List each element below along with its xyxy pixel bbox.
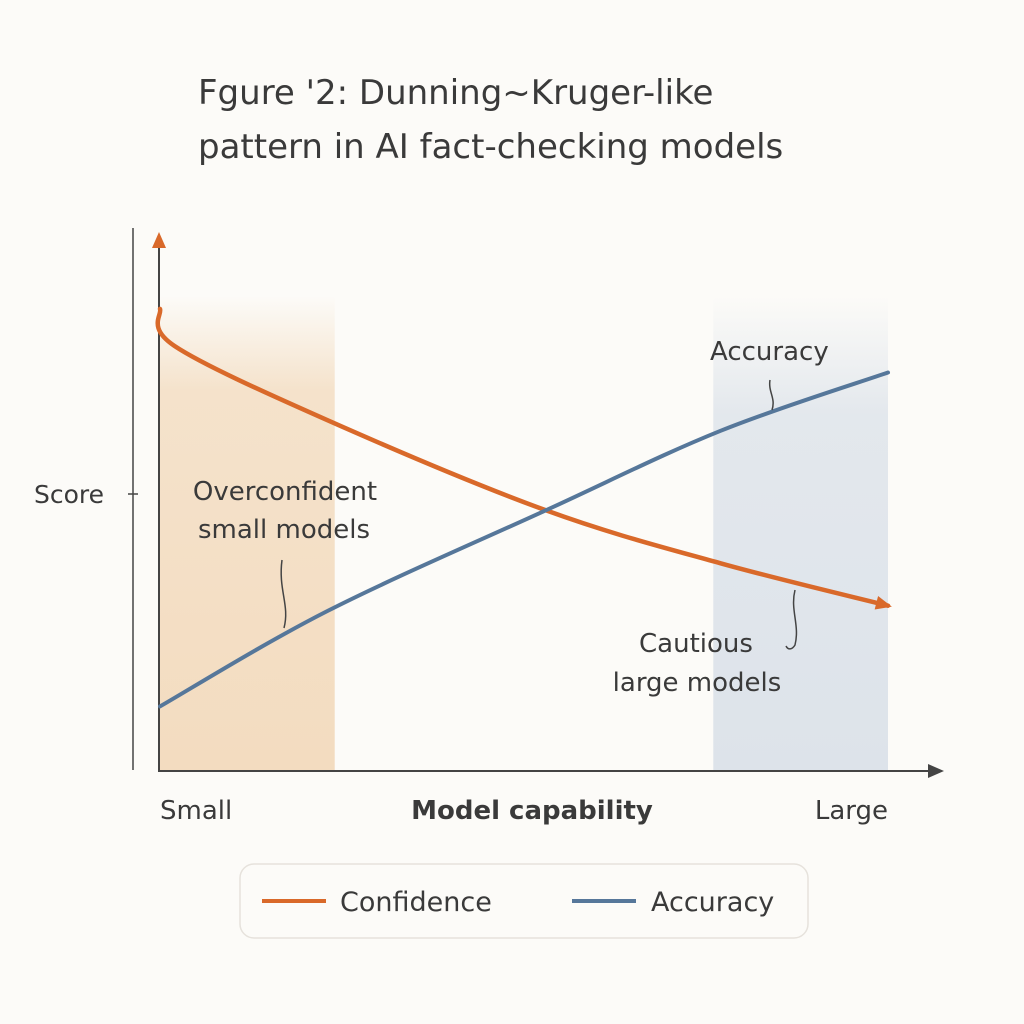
annotation-accuracy: Accuracy bbox=[710, 337, 829, 367]
annotation-overconfident-leader bbox=[280, 559, 287, 629]
confidence-arrow-icon bbox=[874, 595, 892, 610]
x-tick-large: Large bbox=[815, 796, 888, 826]
legend-label-accuracy: Accuracy bbox=[651, 887, 774, 918]
chart-title-line-2: pattern in AI fact-checking models bbox=[198, 127, 783, 167]
annotation-cautious-leader bbox=[785, 589, 798, 650]
x-tick-small: Small bbox=[160, 796, 232, 826]
x-axis-arrow-icon bbox=[928, 764, 944, 778]
y-axis-label: Score bbox=[34, 480, 104, 509]
x-axis-label: Model capability bbox=[411, 796, 653, 826]
annotation-accuracy-leader bbox=[768, 379, 774, 411]
annotation-cautious-2: large models bbox=[613, 668, 782, 698]
legend-label-confidence: Confidence bbox=[340, 887, 492, 918]
annotation-overconfident-1: Overconfident bbox=[193, 477, 377, 507]
chart-title-line-1: Fgure '2: Dunning~Kruger-like bbox=[198, 73, 713, 113]
annotation-cautious-1: Cautious bbox=[639, 629, 753, 659]
annotation-overconfident-2: small models bbox=[198, 515, 370, 545]
series-line-confidence bbox=[155, 306, 891, 608]
legend-box bbox=[239, 863, 809, 939]
y-axis-arrow-icon bbox=[152, 232, 166, 248]
shaded-region-1 bbox=[713, 296, 888, 770]
series-line-accuracy bbox=[158, 370, 890, 709]
